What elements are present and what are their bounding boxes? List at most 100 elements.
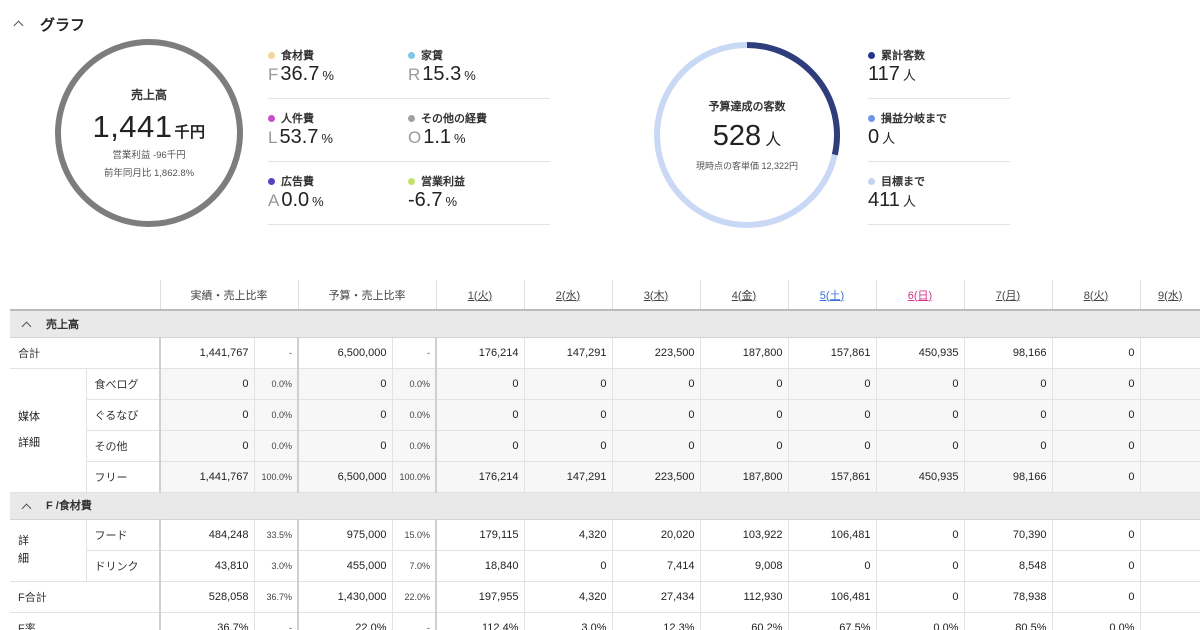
day-value: 98,166 — [963, 337, 1052, 369]
actual-value: 0 — [159, 430, 254, 462]
operating-profit-text: 営業利益 -96千円 — [112, 149, 186, 161]
day-value: 27,434 — [611, 581, 700, 613]
day-value: 187,800 — [699, 461, 788, 493]
daily-sales-table: 実績・売上比率 予算・売上比率 1(火) 2(水) 3(木) 4(金) 5(土)… — [10, 280, 1200, 630]
budget-value: 22.0% — [297, 612, 392, 630]
day-value: 147,291 — [523, 337, 612, 369]
legend-dot-icon — [408, 51, 415, 59]
header-day-9[interactable]: 9(水) — [1139, 280, 1200, 311]
day-value: 450,935 — [875, 337, 964, 369]
day-value: 0 — [963, 368, 1052, 400]
day-value: 0.0% — [1051, 612, 1140, 630]
chevron-up-icon[interactable] — [12, 17, 26, 31]
sales-ring-chart — [55, 39, 243, 227]
day-value: 0 — [787, 368, 876, 400]
day-value: 0 — [1051, 519, 1140, 551]
day-value: 0.0% — [875, 612, 964, 630]
budget-ratio: - — [391, 612, 436, 630]
day-value: 103,922 — [699, 519, 788, 551]
actual-value: 528,058 — [159, 581, 254, 613]
day-value: 0 — [787, 399, 876, 431]
budget-ratio: 0.0% — [391, 399, 436, 431]
budget-ratio: 0.0% — [391, 430, 436, 462]
table-row: ぐるなび 0 0.0% 0 0.0% 0 0 0 0 0 0 0 0 — [10, 399, 1200, 431]
row-label: 食べログ — [85, 368, 160, 400]
day-value — [1139, 519, 1200, 551]
header-day-2[interactable]: 2(水) — [523, 280, 612, 311]
day-value: 12.3% — [611, 612, 700, 630]
day-value: 80.5% — [963, 612, 1052, 630]
header-day-1[interactable]: 1(火) — [435, 280, 524, 311]
legend-dot-icon — [268, 177, 275, 185]
row-label: フリー — [85, 461, 160, 493]
stat-label: その他の経費 — [408, 110, 487, 126]
sales-ring — [55, 39, 243, 227]
header-day-5[interactable]: 5(土) — [787, 280, 876, 311]
day-value: 98,166 — [963, 461, 1052, 493]
table-header-row: 実績・売上比率 予算・売上比率 1(火) 2(水) 3(木) 4(金) 5(土)… — [10, 280, 1200, 311]
day-value: 4,320 — [523, 519, 612, 551]
header-budget: 予算・売上比率 — [297, 280, 436, 311]
day-value: 157,861 — [787, 461, 876, 493]
day-value: 0 — [1051, 461, 1140, 493]
day-value: 0 — [611, 368, 700, 400]
section-food-cost[interactable]: F /食材費 — [10, 492, 1200, 520]
day-value: 0 — [1051, 337, 1140, 369]
header-day-4[interactable]: 4(金) — [699, 280, 788, 311]
day-value: 0 — [699, 399, 788, 431]
row-label: 合計 — [10, 337, 160, 369]
day-value: 3.0% — [523, 612, 612, 630]
header-day-8[interactable]: 8(火) — [1051, 280, 1140, 311]
day-value: 0 — [699, 430, 788, 462]
day-value: 223,500 — [611, 337, 700, 369]
media-detail-label: 媒体 詳細 — [10, 368, 86, 493]
day-value: 0 — [523, 399, 612, 431]
table-row: 合計 1,441,767-6,500,000-176,214 147,291 223,… — [10, 337, 1200, 369]
header-day-3[interactable]: 3(木) — [611, 280, 700, 311]
day-value: 0 — [435, 399, 524, 431]
legend-dot-icon — [408, 177, 415, 185]
stat-value: -6.7% — [408, 189, 458, 211]
day-value: 0 — [435, 368, 524, 400]
day-value: 0 — [611, 430, 700, 462]
legend-dot-icon — [868, 51, 875, 59]
actual-ratio: 0.0% — [253, 399, 298, 431]
day-value: 223,500 — [611, 461, 700, 493]
day-value: 0 — [875, 519, 964, 551]
day-value: 20,020 — [611, 519, 700, 551]
day-value: 0 — [875, 430, 964, 462]
chevron-up-icon[interactable] — [20, 318, 34, 332]
day-value — [1139, 430, 1200, 462]
day-value: 7,414 — [611, 550, 700, 582]
day-value — [1139, 337, 1200, 369]
day-value: 176,214 — [435, 461, 524, 493]
header-day-7[interactable]: 7(月) — [963, 280, 1052, 311]
stat-value: A 0.0% — [268, 189, 324, 211]
actual-value: 1,441,767 — [159, 337, 254, 369]
day-value: 8,548 — [963, 550, 1052, 582]
guest-ring-progress — [654, 42, 840, 228]
stat-value: L 53.7% — [268, 126, 333, 148]
day-value: 112.4% — [435, 612, 524, 630]
header-day-6[interactable]: 6(日) — [875, 280, 964, 311]
budget-ratio: 15.0% — [391, 519, 436, 551]
day-value: 70,390 — [963, 519, 1052, 551]
actual-value: 0 — [159, 368, 254, 400]
legend-dot-icon — [868, 114, 875, 122]
stat-label: 目標まで — [868, 173, 925, 189]
budget-value: 6,500,000 — [297, 461, 392, 493]
day-value — [1139, 581, 1200, 613]
section-sales[interactable]: 売上高 — [10, 310, 1200, 338]
sales-title: 売上高 — [130, 87, 167, 102]
day-value: 147,291 — [523, 461, 612, 493]
guest-title: 予算達成の客数 — [708, 101, 786, 113]
budget-value: 1,430,000 — [297, 581, 392, 613]
chevron-up-icon[interactable] — [20, 500, 34, 514]
day-value: 67.5% — [787, 612, 876, 630]
row-label: フード — [85, 519, 160, 551]
actual-ratio: 0.0% — [253, 430, 298, 462]
actual-ratio: 0.0% — [253, 368, 298, 400]
graph-section-header[interactable]: グラフ — [12, 12, 85, 36]
day-value: 0 — [875, 399, 964, 431]
